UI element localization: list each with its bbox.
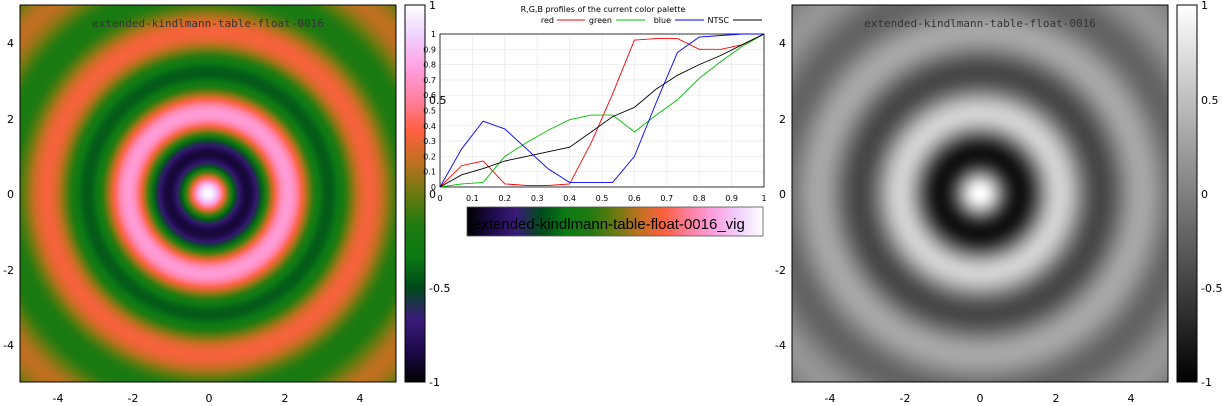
profile-lines — [439, 33, 765, 188]
profile-x-tick: 0.3 — [531, 194, 544, 203]
right-colorbar-tick: 0 — [1201, 188, 1208, 201]
profile-y-tick: 0.7 — [423, 76, 436, 85]
profile-grid — [439, 33, 765, 188]
profile-x-tick: 0.7 — [660, 194, 673, 203]
palette-bar — [466, 206, 764, 237]
profile-y-tick: 0.9 — [423, 45, 436, 54]
legend-label-red: red — [541, 16, 554, 25]
profile-panel: R,G,B profiles of the current color pale… — [423, 5, 767, 237]
profile-y-tick: 0.8 — [423, 61, 436, 70]
left-colorbar-tick: -1 — [429, 376, 440, 389]
right-colorbar-tick: 1 — [1201, 0, 1208, 12]
right-colorbar-tick: -1 — [1201, 376, 1212, 389]
profile-x-tick: 0.4 — [563, 194, 576, 203]
profile-y-tick: 0.6 — [423, 91, 436, 100]
profile-x-tick: 0.5 — [596, 194, 609, 203]
right-heatmap-title: extended-kindlmann-table-float-0016 — [864, 17, 1096, 30]
series-line-green — [439, 33, 765, 188]
right-y-tick: -2 — [775, 264, 786, 277]
profile-x-tick: 0 — [437, 194, 442, 203]
left-colorbar-ticks: 1 0.5 0 -0.5 -1 — [429, 0, 450, 389]
profile-frame — [439, 33, 765, 188]
legend-label-green: green — [589, 16, 612, 25]
right-x-tick: 4 — [1128, 392, 1135, 405]
series-line-ntsc — [439, 33, 765, 188]
profile-x-tick: 1 — [761, 194, 766, 203]
profile-y-ticks: 1 0.9 0.8 0.7 0.6 0.5 0.4 0.3 0.2 0.1 0 — [423, 30, 436, 192]
left-colorbar-tick: 1 — [429, 0, 436, 12]
profile-x-tick: 0.2 — [498, 194, 511, 203]
profile-x-tick: 0.8 — [693, 194, 706, 203]
right-heatmap-image — [792, 5, 1168, 382]
right-y-tick: 0 — [779, 188, 786, 201]
profile-x-tick: 0.6 — [628, 194, 641, 203]
left-y-tick: 4 — [7, 37, 14, 50]
profile-y-tick: 0 — [431, 183, 436, 192]
left-x-ticks: -4 -2 0 2 4 — [53, 392, 364, 405]
right-x-tick: 0 — [977, 392, 984, 405]
left-y-tick: 2 — [7, 113, 14, 126]
legend-label-ntsc: NTSC — [707, 16, 729, 25]
right-y-tick: 4 — [779, 37, 786, 50]
right-colorbar-tick: 0.5 — [1201, 94, 1219, 107]
right-colorbar — [1176, 4, 1198, 383]
left-x-tick: -2 — [128, 392, 139, 405]
left-x-tick: 2 — [282, 392, 289, 405]
legend-label-blue: blue — [654, 16, 671, 25]
left-y-ticks: 4 2 0 -2 -4 — [3, 37, 14, 352]
right-y-tick: -4 — [775, 339, 786, 352]
right-colorbar-ticks: 1 0.5 0 -0.5 -1 — [1201, 0, 1222, 389]
profile-y-tick: 0.1 — [423, 168, 436, 177]
left-x-tick: 0 — [206, 392, 213, 405]
profile-y-tick: 0.4 — [423, 122, 436, 131]
left-y-tick: -2 — [3, 264, 14, 277]
right-y-tick: 2 — [779, 113, 786, 126]
profile-legend: red green blue NTSC — [541, 16, 762, 25]
left-heatmap-panel: extended-kindlmann-table-float-0016 -4 -… — [3, 0, 450, 405]
profile-x-tick: 0.1 — [466, 194, 479, 203]
right-x-tick: -2 — [900, 392, 911, 405]
right-x-tick: -4 — [825, 392, 836, 405]
right-x-tick: 2 — [1053, 392, 1060, 405]
left-colorbar-tick: 0.5 — [429, 94, 447, 107]
left-heatmap-frame — [19, 4, 397, 383]
series-line-red — [439, 33, 765, 188]
left-heatmap-image — [20, 5, 396, 382]
left-x-tick: -4 — [53, 392, 64, 405]
right-x-ticks: -4 -2 0 2 4 — [825, 392, 1135, 405]
left-colorbar-tick: 0 — [429, 188, 436, 201]
profile-x-tick: 0.9 — [725, 194, 738, 203]
palette-bar-label: extended-kindlmann-table-float-0016_vig — [473, 216, 745, 233]
profile-y-tick: 0.2 — [423, 152, 436, 161]
profile-title: R,G,B profiles of the current color pale… — [521, 5, 686, 14]
left-heatmap-title: extended-kindlmann-table-float-0016 — [92, 17, 324, 30]
right-heatmap-frame — [791, 4, 1169, 383]
profile-y-tick: 0.5 — [423, 107, 436, 116]
profile-y-tick: 0.3 — [423, 137, 436, 146]
left-y-tick: -4 — [3, 339, 14, 352]
profile-y-tick: 1 — [431, 30, 436, 39]
right-heatmap-panel: extended-kindlmann-table-float-0016 -4 -… — [775, 0, 1222, 405]
left-colorbar-tick: -0.5 — [429, 282, 450, 295]
right-y-ticks: 4 2 0 -2 -4 — [775, 37, 786, 352]
profile-x-ticks: 0 0.1 0.2 0.3 0.4 0.5 0.6 0.7 0.8 0.9 1 — [437, 194, 766, 203]
right-colorbar-tick: -0.5 — [1201, 282, 1222, 295]
left-x-tick: 4 — [357, 392, 364, 405]
series-line-blue — [439, 33, 764, 188]
left-y-tick: 0 — [7, 188, 14, 201]
left-colorbar — [404, 4, 426, 383]
